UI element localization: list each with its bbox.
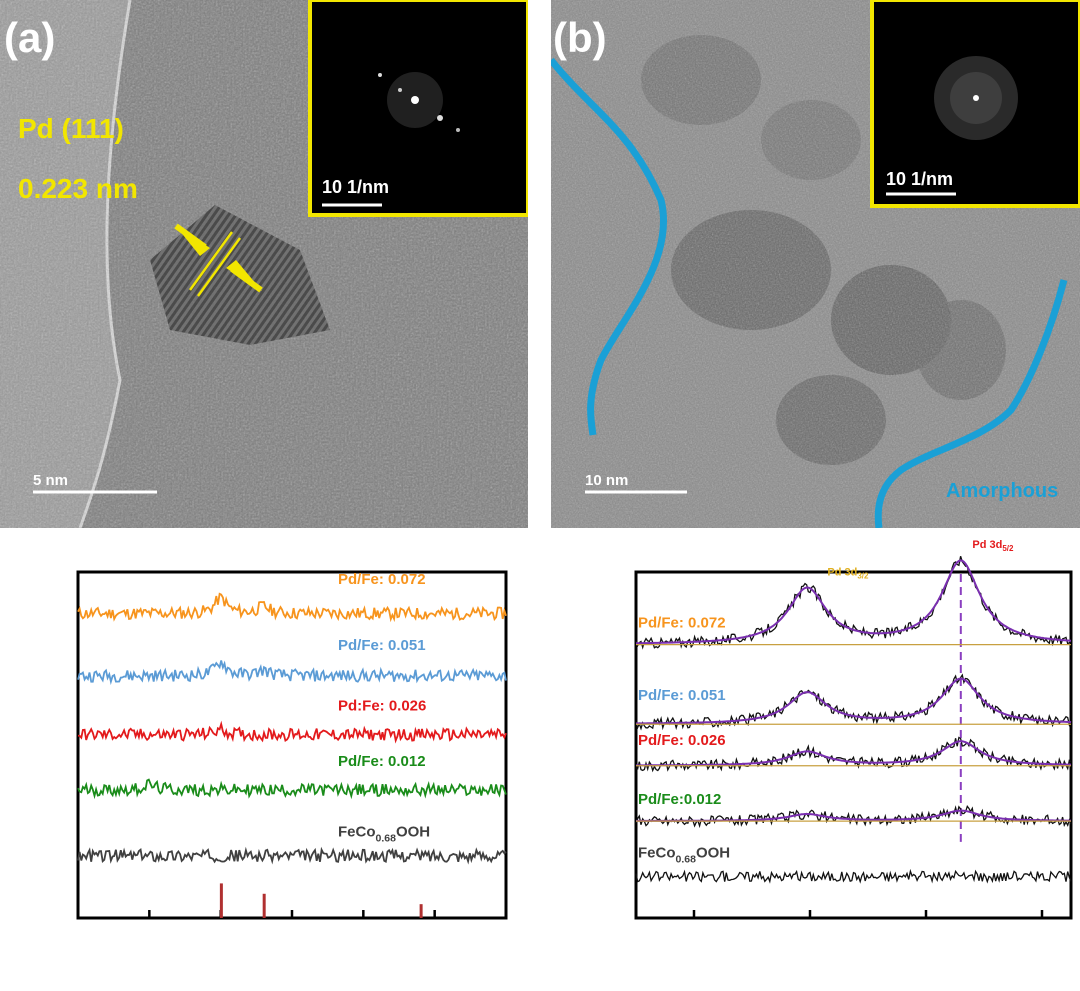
series-line: [77, 778, 507, 800]
series-label: Pd/Fe: 0.051: [338, 637, 426, 654]
plot-frame: [76, 570, 508, 920]
series-line: [635, 868, 1072, 884]
panel-label-a: (a): [4, 14, 55, 61]
series-line: [77, 660, 507, 686]
series-label: Pd:Fe: 0.026: [338, 697, 426, 714]
series-label-subscript: 0.68: [376, 833, 397, 845]
series-line: [635, 804, 1072, 829]
series-label: FeCo0.68OOH: [338, 824, 430, 845]
series-label-text: FeCo: [638, 844, 676, 861]
xps-chart: Pd/Fe: 0.072 Pd/Fe: 0.051 Pd/Fe: 0.026 Pd/F…: [634, 539, 1073, 920]
series-label: Pd/Fe: 0.026: [638, 732, 726, 749]
series-label: Pd/Fe:0.012: [638, 791, 721, 808]
series-label: Pd/Fe: 0.012: [338, 753, 426, 770]
fit-envelope-line: [636, 559, 1072, 645]
amorphous-label: Amorphous: [946, 480, 1058, 502]
series-label: Pd/Fe: 0.051: [638, 687, 726, 704]
series-line: [77, 592, 507, 623]
peak-label: Pd 3d5/2: [972, 539, 1014, 553]
series-label-tail: OOH: [396, 824, 430, 841]
panel-label-b: (b): [553, 14, 607, 61]
series-line: [77, 846, 507, 865]
plot-frame: [634, 570, 1073, 920]
amorphous-boundary-right: [874, 279, 1068, 528]
d-spacing-label: 0.223 nm: [18, 173, 138, 204]
scalebar-label: 5 nm: [33, 472, 68, 489]
series-label-subscript: 0.68: [676, 853, 697, 865]
peak-label-subscript: 5/2: [1002, 544, 1014, 553]
scalebar-label: 10 nm: [585, 472, 628, 489]
lattice-plane-label: Pd (111): [18, 113, 124, 144]
lattice-fringe-line: [188, 231, 234, 291]
lattice-fringe-line: [196, 237, 242, 297]
peak-label-text: Pd 3d: [827, 566, 857, 578]
fit-envelope-line: [636, 677, 1072, 725]
series-label-tail: OOH: [696, 844, 730, 861]
inset-scalebar-label: 10 1/nm: [886, 169, 953, 189]
xrd-chart: Pd/Fe: 0.072 Pd/Fe: 0.051 Pd:Fe: 0.026 Pd/F…: [76, 570, 508, 920]
series-line: [635, 736, 1072, 773]
peak-label-subscript: 3/2: [857, 571, 869, 580]
series-label: Pd/Fe: 0.072: [338, 571, 426, 588]
peak-label: Pd 3d3/2: [827, 566, 869, 580]
tem-panel-b: 10 1/nm 10 nm (b) Amorphous: [551, 0, 1080, 528]
inset-scalebar-label: 10 1/nm: [322, 177, 389, 197]
fit-envelope-line: [636, 740, 1071, 767]
series-label: FeCo0.68OOH: [638, 844, 730, 865]
series-label-text: FeCo: [338, 824, 376, 841]
peak-label-text: Pd 3d: [972, 539, 1002, 551]
series-line: [77, 720, 507, 744]
series-line: [635, 673, 1072, 731]
series-label: Pd/Fe: 0.072: [638, 614, 726, 631]
tem-panel-a: 10 1/nm 5 nm (a) Pd (111) 0.223 nm: [0, 0, 528, 528]
amorphous-boundary-left: [551, 57, 667, 436]
